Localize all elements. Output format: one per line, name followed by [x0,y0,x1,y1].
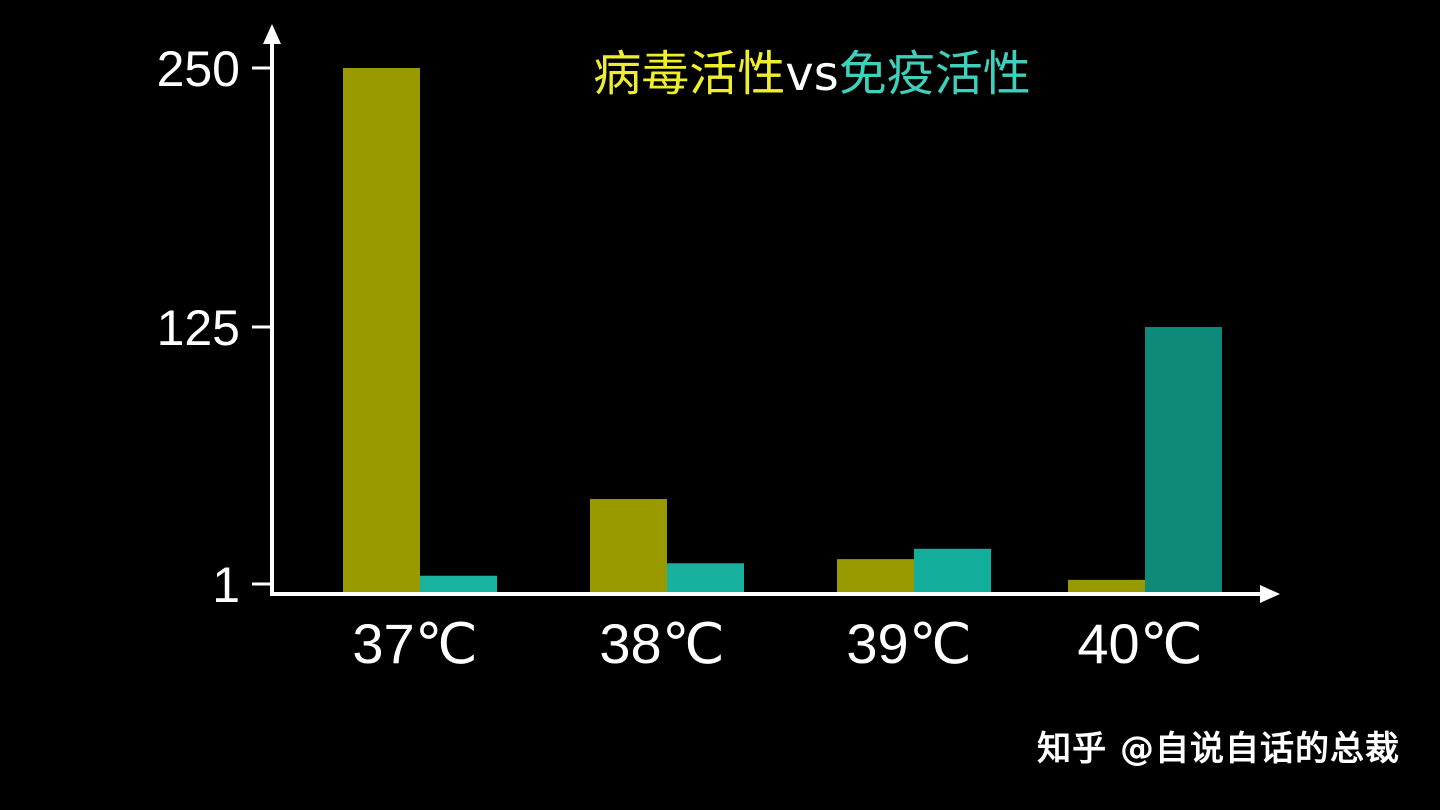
bar-virus-0 [343,68,420,594]
x-axis-arrow [1260,585,1280,603]
bar-virus-1 [590,499,667,594]
y-ticks: 250 125 1 [157,41,272,613]
chart-title-text: 病毒活性vs免疫活性 [593,46,1030,102]
title-part-1: vs [785,46,838,102]
y-tick-label-1: 125 [157,300,240,356]
x-labels: 37℃ 38℃ 39℃ 40℃ [352,612,1202,675]
bars [343,68,1222,594]
bar-virus-3 [1068,579,1145,594]
title-part-0: 病毒活性 [593,46,785,102]
bar-immune-2 [914,548,991,594]
x-tick-label-1: 38℃ [599,612,724,675]
chart-title: 病毒活性vs免疫活性 [593,46,1030,102]
watermark: 知乎 @自说自话的总裁 [1037,729,1400,769]
y-axis-arrow [263,24,281,44]
bar-immune-3 [1145,327,1222,594]
y-tick-label-0: 250 [157,41,240,97]
bar-immune-1 [667,563,744,594]
axes [263,24,1280,603]
bar-immune-0 [420,575,497,594]
x-tick-label-0: 37℃ [352,612,477,675]
title-part-2: 免疫活性 [839,46,1031,102]
bar-virus-2 [837,559,914,594]
x-tick-label-2: 39℃ [846,612,971,675]
x-tick-label-3: 40℃ [1077,612,1202,675]
y-tick-label-2: 1 [212,557,240,613]
